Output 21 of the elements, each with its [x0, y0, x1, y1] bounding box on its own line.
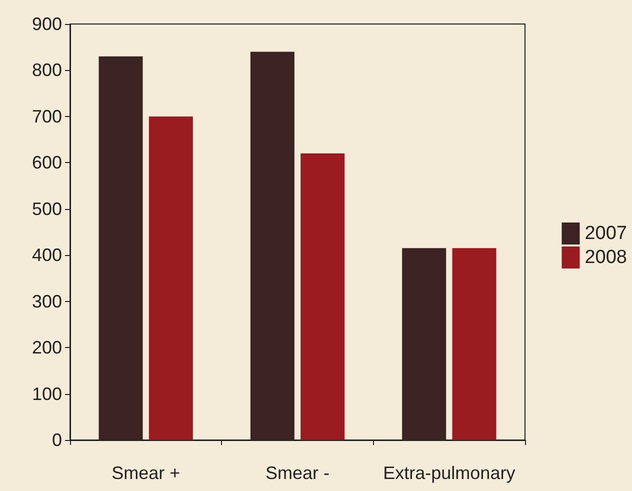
y-tick-label: 600: [32, 152, 62, 173]
bar: [300, 153, 345, 440]
x-tick-label: Extra-pulmonary: [383, 463, 516, 483]
bar: [148, 116, 193, 440]
bar: [98, 56, 143, 440]
y-tick-label: 300: [32, 291, 62, 312]
bar: [402, 248, 446, 440]
x-tick-label: Smear +: [112, 463, 180, 483]
y-tick-label: 900: [32, 14, 62, 34]
y-tick-label: 500: [32, 198, 62, 219]
legend-label: 2007: [584, 223, 628, 244]
y-tick-label: 400: [32, 245, 62, 266]
bar: [452, 248, 496, 440]
y-tick-label: 700: [32, 106, 62, 126]
x-tick-label: Smear -: [265, 463, 330, 483]
y-tick-label: 800: [32, 60, 62, 80]
y-tick-label: 100: [32, 384, 62, 404]
legend-label: 2008: [584, 247, 628, 268]
y-tick-label: 0: [52, 430, 62, 450]
y-tick-label: 200: [32, 338, 62, 358]
bar: [250, 52, 294, 440]
